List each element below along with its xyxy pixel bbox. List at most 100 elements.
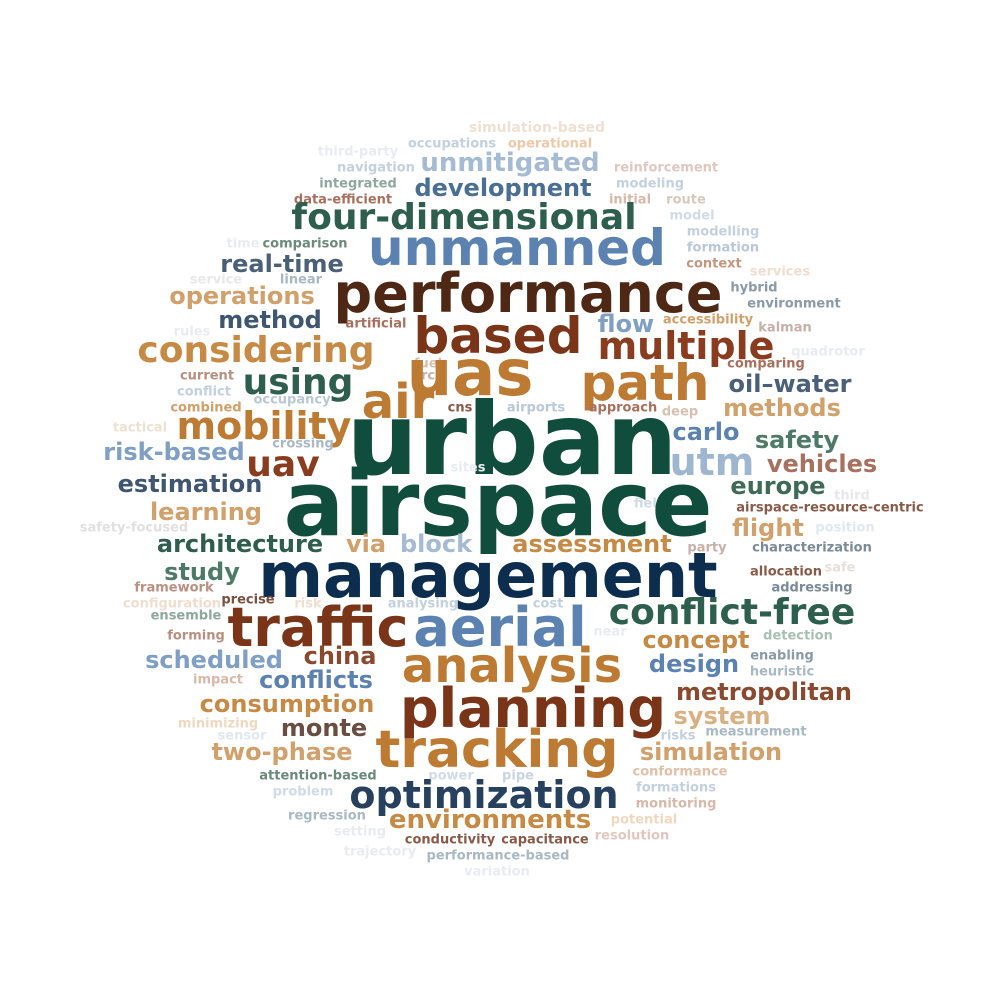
word: metropolitan — [676, 678, 852, 706]
word: traffic — [227, 596, 409, 659]
word: power — [428, 768, 474, 784]
word: risk — [294, 596, 322, 612]
word: setting — [334, 824, 386, 840]
word: initial — [608, 192, 652, 208]
word: addressing — [771, 580, 853, 596]
word: study — [164, 558, 240, 586]
word: regression — [288, 808, 366, 824]
word: linear — [279, 272, 323, 288]
word: resolution — [594, 828, 670, 844]
word: performance-based — [426, 848, 570, 864]
word: monitoring — [635, 796, 717, 812]
word: tactical — [112, 420, 168, 436]
word: framework — [134, 580, 214, 596]
word: modelling — [686, 224, 760, 240]
word: planning — [399, 677, 667, 740]
word: variation — [464, 864, 530, 880]
word: architecture — [156, 530, 324, 558]
word: capacitance — [501, 832, 589, 848]
word: concept — [642, 626, 750, 654]
word: data-efficient — [293, 192, 393, 208]
word: simulation-based — [468, 120, 606, 136]
word: characterization — [752, 540, 872, 556]
word: analysing — [387, 596, 459, 612]
word: system — [673, 702, 771, 730]
word: model — [669, 208, 715, 224]
word: china — [303, 642, 377, 670]
word: potential — [610, 812, 678, 828]
word: performance — [333, 262, 723, 325]
word: unmanned — [368, 219, 666, 277]
word: trajectory — [343, 844, 417, 860]
word: development — [414, 174, 592, 202]
word: europe — [730, 472, 826, 500]
word: air — [361, 374, 435, 430]
word: detection — [763, 628, 833, 644]
word: flight — [732, 514, 804, 542]
word: precise — [221, 592, 275, 608]
word: impact — [192, 672, 244, 688]
word: allocation — [750, 564, 822, 580]
word: current — [179, 368, 235, 384]
word: conflicts — [259, 666, 373, 694]
word: comparison — [262, 236, 348, 252]
word: conductivity — [404, 832, 496, 848]
word: using — [242, 362, 354, 403]
word: conformance — [632, 764, 728, 780]
word: third-party — [317, 144, 399, 160]
word: near — [593, 624, 627, 640]
word: forming — [167, 628, 225, 644]
word: consumption — [199, 690, 375, 718]
word: block — [399, 530, 473, 558]
word: position — [815, 520, 875, 536]
word: uas — [406, 337, 534, 411]
word: route — [666, 192, 706, 208]
word: enabling — [750, 648, 814, 664]
word: problem — [272, 784, 334, 800]
word: cns — [447, 400, 473, 416]
word: estimation — [117, 470, 263, 498]
word: analysis — [401, 638, 623, 694]
word: formation — [686, 240, 760, 256]
word: design — [648, 650, 740, 678]
word: third — [834, 488, 870, 504]
word: mobility — [176, 404, 352, 448]
word: via — [345, 530, 387, 558]
word: oil–water — [728, 370, 852, 398]
word: kalman — [758, 320, 812, 336]
word: utm — [669, 440, 755, 484]
word: real-time — [220, 250, 344, 278]
word: simulation — [639, 738, 783, 766]
word: pipe — [502, 768, 534, 784]
word: sites — [450, 460, 486, 476]
word: management — [258, 539, 718, 612]
word: environments — [388, 805, 592, 835]
word: safety-focused — [79, 520, 189, 536]
word: methods — [723, 394, 841, 422]
word: safe — [824, 560, 856, 576]
word: sensor — [217, 728, 267, 744]
word: environment — [747, 296, 841, 312]
word: considering — [137, 330, 375, 371]
word: occupancy — [253, 392, 331, 408]
word: artificial — [345, 316, 407, 332]
word: deep — [661, 404, 699, 420]
word: integrated — [319, 176, 397, 192]
word: services — [749, 264, 811, 280]
word: crossing — [272, 436, 334, 452]
word: two-phase — [211, 738, 353, 766]
word: risk-based — [103, 438, 245, 466]
word: unmitigated — [420, 148, 600, 178]
word: approach — [588, 400, 658, 416]
word: carlo — [672, 418, 740, 446]
word: risks — [660, 728, 696, 744]
word: multiple — [597, 324, 775, 368]
word: fuel — [413, 356, 443, 372]
word: learning — [149, 498, 263, 526]
word: operations — [169, 282, 315, 310]
word: airspace — [283, 452, 713, 557]
word: based — [413, 307, 583, 365]
word: path — [580, 354, 710, 412]
word: optimization — [349, 773, 619, 817]
